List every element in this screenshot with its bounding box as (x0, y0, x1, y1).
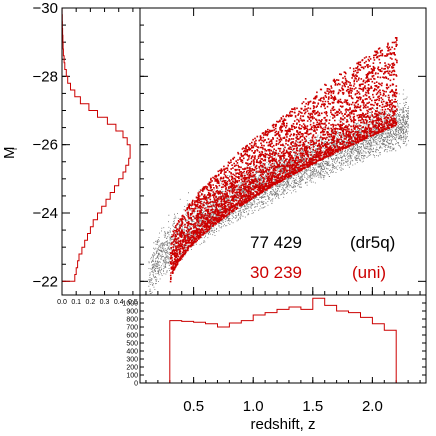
magnitude-hist-x-label: 0.4 (114, 299, 124, 306)
magnitude-hist-x-label: 0.5 (128, 299, 138, 306)
main-y-ticks: −30 −28 −26 −24 −22 (33, 0, 426, 290)
x-tick-label: 1.5 (302, 398, 323, 415)
y-tick-label: −28 (33, 68, 58, 85)
y-tick-label: −22 (33, 273, 58, 290)
y-axis-label-text: M (1, 147, 18, 160)
redshift-hist-y-label: 0 (134, 381, 138, 388)
redshift-hist-y-label: 500 (126, 341, 138, 348)
x-tick-label: 2.0 (362, 398, 383, 415)
y-tick-label: −26 (33, 137, 58, 154)
magnitude-histogram-ticks: 0.0 0.1 0.2 0.3 0.4 0.5 (57, 8, 138, 306)
y-axis-label: M i (1, 147, 19, 160)
y-tick-label: −24 (33, 205, 58, 222)
x-tick-label: 0.5 (183, 398, 204, 415)
legend-dr5q-count: 77 429 (250, 233, 302, 252)
magnitude-histogram-panel: 0.0 0.1 0.2 0.3 0.4 0.5 M i (1, 7, 141, 306)
redshift-hist-y-label: 1000 (122, 301, 138, 308)
redshift-hist-y-label: 400 (126, 349, 138, 356)
magnitude-histogram-line (61, 7, 131, 282)
redshift-hist-y-label: 300 (126, 357, 138, 364)
x-tick-label: 1.0 (243, 398, 264, 415)
magnitude-hist-x-label: 0.2 (85, 299, 95, 306)
redshift-hist-y-label: 600 (126, 333, 138, 340)
main-x-ticks: 0.5 1.0 1.5 2.0 (145, 8, 421, 415)
redshift-histogram-line (169, 297, 397, 383)
redshift-hist-y-label: 100 (126, 373, 138, 380)
magnitude-hist-x-label: 0.0 (57, 299, 67, 306)
redshift-hist-y-label: 700 (126, 325, 138, 332)
luminosity-redshift-panel: 0.5 1.0 1.5 2.0 −30 −28 −26 −24 −22 77 429 (dr5… (33, 0, 427, 415)
redshift-histogram-frame (139, 294, 427, 384)
magnitude-hist-x-label: 0.1 (71, 299, 81, 306)
redshift-hist-y-label: 800 (126, 317, 138, 324)
legend-dr5q-tag: (dr5q) (350, 233, 395, 252)
legend-uni-count: 30 239 (250, 263, 302, 282)
y-axis-label-subscript: i (9, 148, 19, 150)
x-axis-label: redshift, z (250, 416, 315, 433)
redshift-hist-y-label: 900 (126, 309, 138, 316)
y-tick-label: −30 (33, 0, 58, 17)
redshift-hist-y-label: 200 (126, 365, 138, 372)
magnitude-histogram-frame (61, 7, 141, 296)
legend-uni-tag: (uni) (352, 263, 386, 282)
magnitude-hist-x-label: 0.3 (100, 299, 110, 306)
